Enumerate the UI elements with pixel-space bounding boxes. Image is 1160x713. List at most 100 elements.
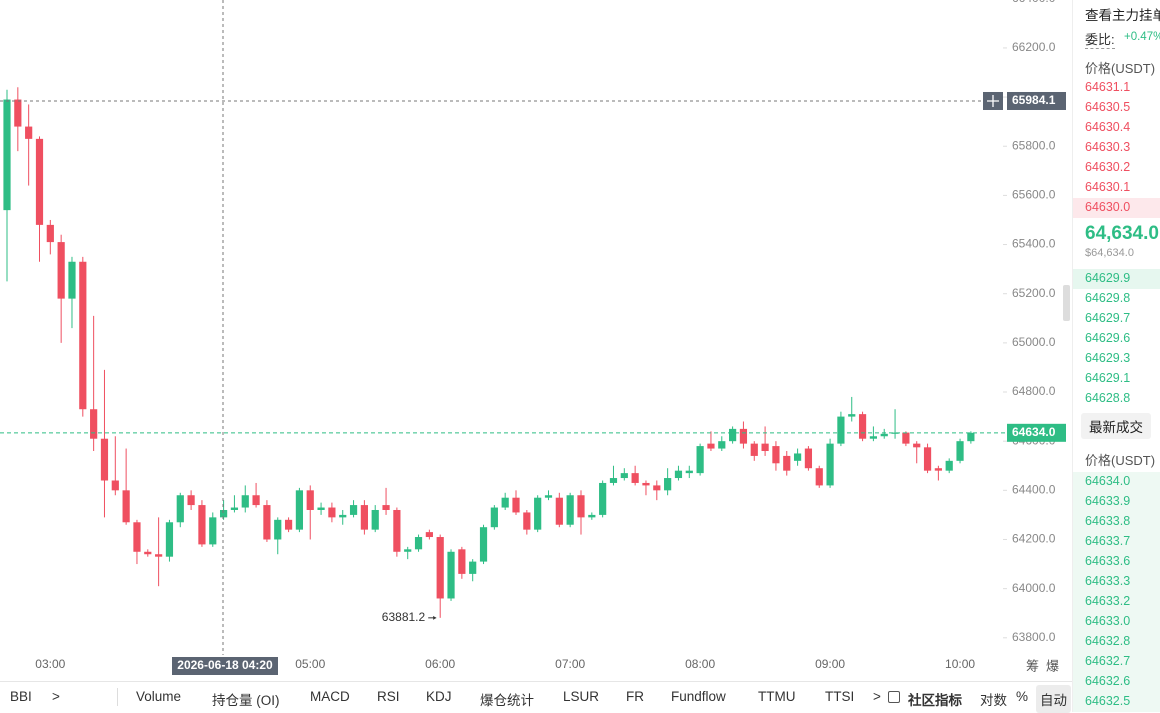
candle-body	[674, 470, 683, 479]
candle-body	[945, 460, 953, 471]
x-tick-label: 05:00	[295, 657, 325, 671]
candle-body	[155, 554, 163, 557]
toolbar-item[interactable]: TTSI	[825, 689, 855, 704]
candle-body	[739, 428, 748, 444]
toolbar-item[interactable]: TTMU	[758, 689, 796, 704]
bid-price: 64629.9	[1073, 269, 1160, 289]
candle-body	[837, 416, 845, 444]
trade-price: 64633.7	[1085, 534, 1131, 548]
candle-body	[241, 495, 249, 508]
candle-body	[534, 497, 542, 530]
book-title: 查看主力挂单	[1085, 8, 1160, 23]
toolbar-item[interactable]: 社区指标	[908, 693, 962, 708]
candle-body	[393, 509, 401, 552]
candle-body	[967, 432, 975, 442]
order-book: 查看主力挂单 委比: +0.47% 价格(USDT) 64631.1 64630.5 646…	[1072, 0, 1160, 712]
crosshair-price-tag	[1007, 91, 1066, 110]
candle-body	[566, 495, 574, 525]
candle-body	[371, 509, 379, 530]
candle-body	[913, 443, 921, 448]
candle-body	[122, 490, 130, 523]
candle-body	[3, 99, 11, 211]
candle-body	[436, 537, 444, 599]
bid-price: 64629.7	[1085, 311, 1131, 325]
toolbar-item[interactable]: 爆仓统计	[480, 693, 534, 708]
candle-body	[848, 414, 856, 417]
candle-body	[902, 432, 910, 444]
candle-body	[79, 261, 87, 410]
candle-body	[934, 468, 942, 471]
trade-price: 64632.8	[1085, 634, 1131, 648]
trade-price: 64633.0	[1085, 614, 1131, 628]
candle-body	[544, 495, 553, 498]
toolbar-item[interactable]: Volume	[136, 689, 182, 704]
y-tick-label: 65000.0	[1012, 335, 1056, 349]
y-tick-label: 64000.0	[1012, 581, 1056, 595]
toolbar-item[interactable]: RSI	[377, 689, 400, 704]
candle-body	[858, 414, 867, 439]
toolbar-item[interactable]: >	[52, 689, 60, 704]
candle-body	[664, 478, 672, 491]
candle-body	[425, 532, 433, 538]
candle-body	[349, 505, 358, 515]
panel-handle[interactable]	[1063, 285, 1070, 321]
trade-price: 64633.3	[1085, 574, 1131, 588]
candle-body	[869, 436, 877, 439]
toolbar-separator	[117, 688, 118, 706]
ask-price: 64630.2	[1085, 160, 1131, 174]
toolbar-item[interactable]: 自动	[1036, 685, 1071, 713]
toolbar-item[interactable]: BBI	[10, 689, 32, 704]
candle-body	[133, 522, 141, 552]
ratio-value: +0.47%	[1124, 31, 1160, 43]
candle-body	[165, 522, 174, 557]
toolbar-item[interactable]: FR	[626, 689, 644, 704]
candle-body	[523, 512, 531, 530]
trade-price: 64633.8	[1085, 514, 1131, 528]
trade-price: 64633.2	[1085, 594, 1131, 608]
ask-price: 64631.1	[1085, 80, 1131, 94]
candle-body	[479, 527, 488, 562]
candle-body	[588, 514, 596, 518]
candle-body	[772, 446, 780, 464]
x-tick-label: 09:00	[815, 657, 845, 671]
candle-body	[718, 441, 726, 449]
trades-button[interactable]: 最新成交	[1081, 413, 1151, 439]
toolbar-item[interactable]: 持仓量 (OI)	[212, 693, 280, 708]
candle-body	[14, 99, 22, 127]
toolbar-item[interactable]: 对数	[980, 693, 1007, 708]
bid-price: 64629.8	[1085, 291, 1131, 305]
candle-body	[815, 468, 823, 486]
toolbar-item[interactable]: Fundflow	[671, 689, 726, 704]
crosshair-plus	[987, 94, 999, 107]
bid-price: 64629.3	[1085, 351, 1131, 365]
y-tick-label: 64800.0	[1012, 384, 1056, 398]
candle-body	[501, 497, 509, 508]
toolbar-item[interactable]: LSUR	[563, 689, 600, 704]
toolbar-item[interactable]: KDJ	[426, 689, 452, 704]
crosshair-time-label: 2026-06-18 04:20	[177, 658, 273, 672]
candle-body	[274, 519, 282, 540]
toolbar-item[interactable]: >	[873, 689, 881, 704]
candle-body	[68, 261, 76, 299]
y-tick-label: 66400.0	[1012, 0, 1056, 5]
ratio-label: 委比:	[1085, 29, 1115, 49]
community-icon	[888, 691, 900, 703]
trade-price: 64632.7	[1085, 654, 1131, 668]
toolbar-item[interactable]: MACD	[310, 689, 350, 704]
y-tick-label: 65600.0	[1012, 188, 1056, 202]
crosshair-price-label: 65984.1	[1012, 93, 1056, 107]
low-price-label: 63881.2	[382, 610, 426, 624]
candle-body	[252, 495, 260, 506]
bid-price: 64628.8	[1085, 391, 1131, 405]
x-tick-label: 07:00	[555, 657, 585, 671]
candle-body	[414, 537, 423, 550]
candle-body	[339, 514, 347, 518]
y-tick-label: 65400.0	[1012, 237, 1056, 251]
candle-body	[404, 549, 412, 552]
candle-body	[620, 473, 628, 479]
candle-body	[46, 224, 54, 243]
toolbar-item[interactable]: %	[1016, 689, 1029, 704]
candle-body	[230, 507, 239, 510]
candle-body	[295, 490, 304, 530]
candle-body	[804, 448, 813, 469]
